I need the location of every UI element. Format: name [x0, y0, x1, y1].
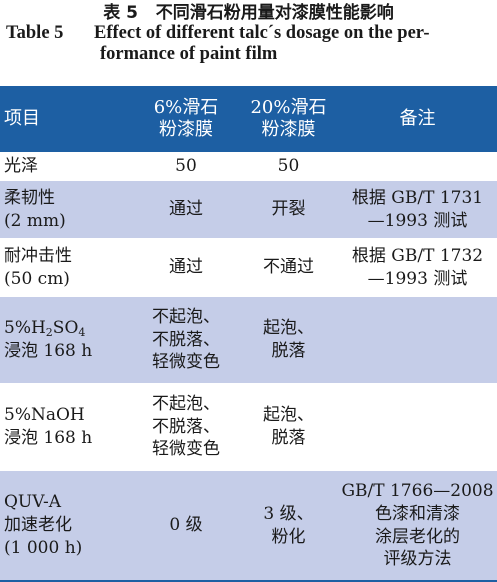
- caption-en-title-line2: formance of paint film: [100, 43, 278, 64]
- caption-chinese: 表 5 不同滑石粉用量对漆膜性能影响: [0, 3, 497, 23]
- table-row-gloss: 光泽 50 50: [0, 152, 497, 181]
- table-row-quv: QUV-A 加速老化 (1 000 h) 0 级 3 级、 粉化 GB/T 1766—…: [0, 470, 497, 582]
- header-remark: 备注: [338, 86, 497, 152]
- table-row-acid: 5%H2SO4 浸泡 168 h 不起泡、 不脱落、 轻微变色 起泡、 脱落: [0, 296, 497, 384]
- cell-6pct-quv: 0 级: [133, 470, 239, 582]
- cell-20pct-flexibility: 开裂: [239, 180, 338, 239]
- cell-remark-impact: 根据 GB/T 1732 —1993 测试: [338, 238, 497, 297]
- cell-6pct-impact: 通过: [133, 238, 239, 297]
- cell-remark-flexibility: 根据 GB/T 1731 —1993 测试: [338, 180, 497, 239]
- caption-en-title-line1: Effect of different talc´s dosage on the…: [94, 23, 430, 44]
- table-header-row: 项目 6%滑石 粉漆膜 20%滑石 粉漆膜 备注: [0, 86, 497, 152]
- cell-20pct-base: 起泡、 脱落: [239, 383, 338, 471]
- cell-20pct-acid: 起泡、 脱落: [239, 296, 338, 384]
- cell-item-base: 5%NaOH 浸泡 168 h: [0, 383, 133, 471]
- cell-6pct-gloss: 50: [133, 152, 239, 181]
- cell-item-gloss: 光泽: [0, 152, 133, 181]
- cell-20pct-impact: 不通过: [239, 238, 338, 297]
- caption-cn-title: 不同滑石粉用量对漆膜性能影响: [155, 3, 394, 23]
- cell-6pct-base: 不起泡、 不脱落、 轻微变色: [133, 383, 239, 471]
- table-row-flexibility: 柔韧性 (2 mm) 通过 开裂 根据 GB/T 1731 —1993 测试: [0, 180, 497, 239]
- paint-film-table: 项目 6%滑石 粉漆膜 20%滑石 粉漆膜 备注 光泽 50 50 柔韧性 (2 mm…: [0, 86, 497, 582]
- cell-item-acid: 5%H2SO4 浸泡 168 h: [0, 296, 133, 384]
- table-row-impact: 耐冲击性 (50 cm) 通过 不通过 根据 GB/T 1732 —1993 测试: [0, 238, 497, 297]
- cell-item-impact: 耐冲击性 (50 cm): [0, 238, 133, 297]
- table-caption: 表 5 不同滑石粉用量对漆膜性能影响 Table 5 Effect of diff…: [0, 0, 497, 64]
- cell-remark-quv: GB/T 1766—2008 色漆和清漆 涂层老化的 评级方法: [338, 470, 497, 582]
- cell-20pct-quv: 3 级、 粉化: [239, 470, 338, 582]
- cell-item-quv: QUV-A 加速老化 (1 000 h): [0, 470, 133, 582]
- header-6pct: 6%滑石 粉漆膜: [133, 86, 239, 152]
- cell-20pct-gloss: 50: [239, 152, 338, 181]
- header-20pct: 20%滑石 粉漆膜: [239, 86, 338, 152]
- cell-6pct-flexibility: 通过: [133, 180, 239, 239]
- cell-6pct-acid: 不起泡、 不脱落、 轻微变色: [133, 296, 239, 384]
- header-item: 项目: [0, 86, 133, 152]
- cell-item-flexibility: 柔韧性 (2 mm): [0, 180, 133, 239]
- table-row-base: 5%NaOH 浸泡 168 h 不起泡、 不脱落、 轻微变色 起泡、 脱落: [0, 383, 497, 471]
- cell-remark-acid: [338, 296, 497, 384]
- caption-en-label: Table 5: [6, 23, 64, 44]
- caption-english: Table 5 Effect of different talc´s dosage…: [0, 23, 497, 64]
- caption-cn-label: 表 5: [103, 3, 138, 23]
- cell-remark-base: [338, 383, 497, 471]
- cell-remark-gloss: [338, 152, 497, 181]
